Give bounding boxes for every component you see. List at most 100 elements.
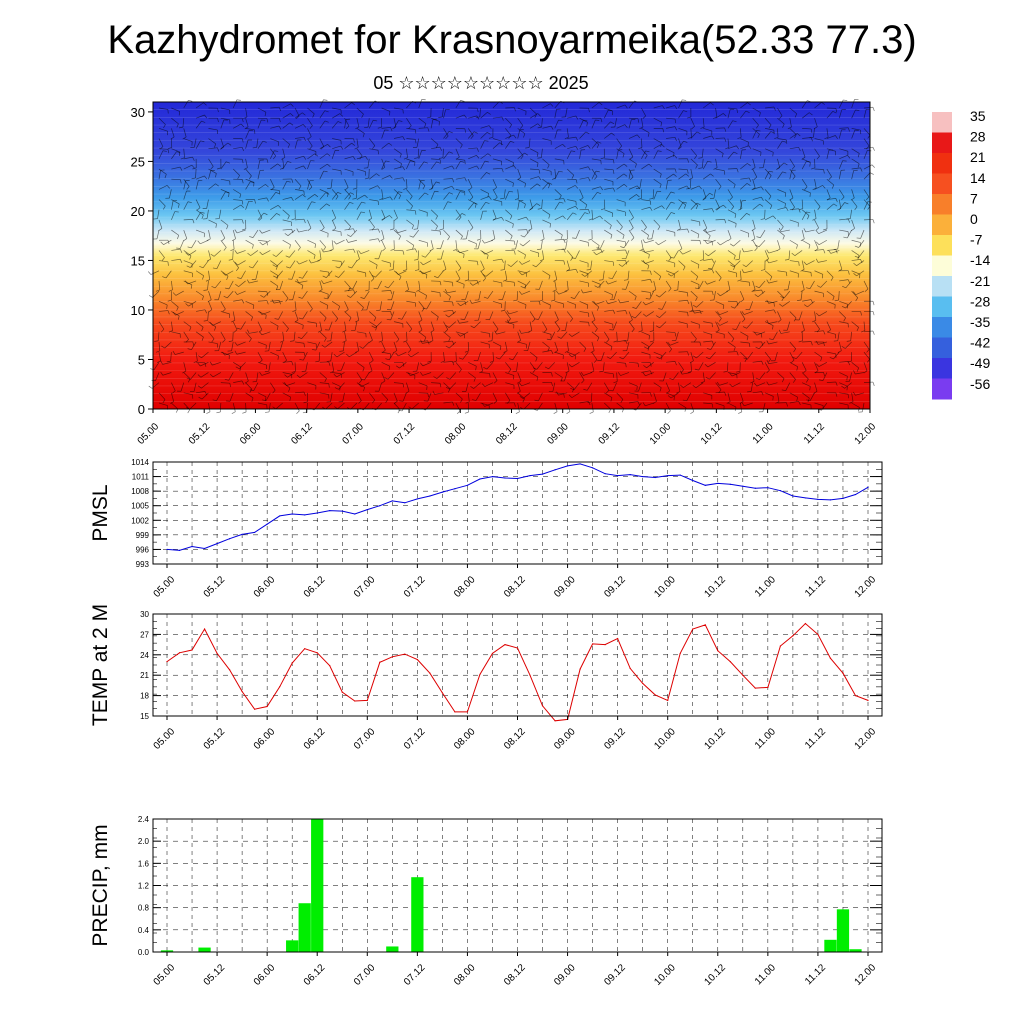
y-tick-label: 1.2	[138, 882, 150, 891]
wind-barb-flag	[751, 238, 756, 242]
wind-barb	[760, 229, 766, 238]
wind-barb	[249, 280, 259, 284]
wind-barb	[256, 138, 259, 148]
wind-barb-flag	[303, 343, 305, 348]
wind-barb-flag	[290, 103, 294, 107]
wind-barb	[477, 352, 481, 361]
wind-barb	[690, 158, 698, 166]
wind-barb	[484, 382, 494, 387]
wind-barb	[208, 290, 212, 300]
wind-barb	[208, 147, 218, 150]
wind-barb	[665, 212, 672, 221]
x-tick-label: 05.12	[202, 962, 228, 988]
wind-barb	[641, 138, 643, 148]
wind-barb-flag	[713, 116, 717, 119]
wind-barb	[727, 109, 731, 119]
wind-barb-flag	[362, 133, 365, 138]
wind-barb-flag	[228, 192, 230, 197]
wind-barb	[800, 291, 803, 301]
wind-barb	[554, 341, 559, 351]
colorbar-label: -7	[970, 232, 983, 248]
wind-barb-flag	[166, 185, 170, 189]
wind-barb-flag	[321, 344, 326, 348]
wind-barb	[411, 402, 419, 410]
wind-barb-flag	[199, 265, 204, 269]
wind-barb-flag	[231, 238, 236, 242]
wind-barb-flag	[476, 108, 479, 113]
wind-barb	[641, 199, 651, 202]
wind-barb	[708, 250, 716, 257]
wind-barb	[764, 392, 774, 397]
wind-barb-flag	[571, 150, 576, 152]
wind-barb	[270, 270, 279, 276]
wind-barb-flag	[803, 261, 807, 265]
wind-barb-flag	[524, 254, 526, 259]
wind-barb-flag	[460, 398, 463, 403]
wind-barb-flag	[274, 318, 279, 320]
wind-barb-flag	[713, 167, 718, 170]
wind-barb-flag	[448, 151, 453, 154]
wind-barb-flag	[176, 247, 181, 249]
y-axis-title: PMSL	[89, 484, 112, 541]
wind-barb-flag	[177, 315, 180, 320]
wind-barb	[772, 331, 778, 340]
wind-barb-flag	[680, 384, 684, 388]
wind-barb-flag	[476, 155, 480, 159]
wind-barb-flag	[644, 155, 648, 160]
wind-barb	[183, 190, 187, 200]
wind-barb	[604, 392, 613, 398]
wind-barb	[319, 229, 329, 234]
wind-barb	[319, 300, 328, 306]
data-point	[391, 656, 393, 658]
wind-barb-flag	[259, 331, 263, 336]
wind-barb-flag	[856, 327, 859, 332]
wind-barb	[294, 189, 304, 192]
x-tick-label: 12.00	[853, 421, 879, 447]
data-point	[629, 667, 631, 670]
wind-barb	[727, 138, 730, 148]
wind-barb	[715, 402, 725, 407]
wind-barb-flag	[274, 150, 279, 152]
wind-barb	[616, 239, 626, 243]
wind-barb	[190, 372, 197, 380]
wind-barb-flag	[564, 289, 569, 292]
wind-barb-flag	[659, 173, 662, 178]
wind-barb-flag	[187, 348, 192, 351]
wind-barb	[780, 331, 790, 334]
wind-barb-flag	[358, 400, 362, 404]
data-point	[178, 652, 181, 654]
x-tick-label: 09.12	[602, 574, 628, 600]
wind-barb	[826, 203, 834, 210]
wind-barb	[425, 250, 432, 258]
wind-barb	[838, 291, 840, 301]
wind-barb	[838, 160, 843, 170]
wind-barb-flag	[303, 352, 306, 357]
wind-barb-flag	[608, 277, 613, 280]
chart-subtitle: 05 ☆☆☆☆☆☆☆☆☆ 2025	[373, 73, 589, 93]
wind-barb	[208, 402, 211, 412]
wind-barb-flag	[536, 183, 541, 187]
wind-barb	[517, 382, 521, 392]
wind-barb-flag	[606, 356, 611, 359]
wind-barb-flag	[600, 249, 603, 254]
wind-barb-flag	[694, 368, 699, 371]
wind-barb-flag	[215, 223, 217, 228]
wind-barb	[542, 178, 550, 185]
wind-barb	[665, 250, 672, 259]
wind-barb-flag	[682, 266, 686, 271]
wind-barb-flag	[260, 295, 265, 298]
wind-barb-flag	[821, 274, 824, 279]
wind-barb	[467, 128, 474, 136]
wind-barb	[443, 331, 451, 338]
wind-barb	[628, 158, 637, 165]
precip-bar	[160, 950, 174, 952]
wind-barb-flag	[202, 275, 204, 280]
wind-barb-flag	[235, 267, 239, 272]
wind-barb-flag	[695, 276, 699, 281]
wind-barb-flag	[674, 361, 677, 366]
wind-barb-flag	[395, 365, 400, 369]
x-tick-label: 09.12	[602, 726, 628, 752]
wind-barb-flag	[685, 173, 690, 177]
wind-barb	[628, 401, 638, 404]
wind-barb	[326, 270, 333, 278]
